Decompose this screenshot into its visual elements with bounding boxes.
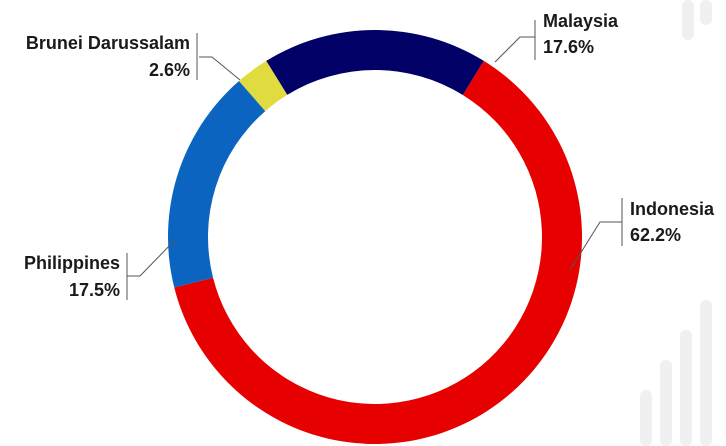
leader-line xyxy=(127,239,176,277)
slice-value: 62.2% xyxy=(630,225,681,245)
slice-value: 17.5% xyxy=(69,280,120,300)
donut-segment xyxy=(239,60,288,112)
slice-value: 2.6% xyxy=(149,60,190,80)
leader-line xyxy=(199,56,241,81)
donut-segment xyxy=(168,80,266,288)
leader-line xyxy=(494,36,535,63)
slice-label: Indonesia xyxy=(630,199,715,219)
slice-value: 17.6% xyxy=(543,37,594,57)
slice-label: Brunei Darussalam xyxy=(26,33,190,53)
leader-line xyxy=(569,221,622,271)
slice-label: Malaysia xyxy=(543,11,619,31)
slice-label: Philippines xyxy=(24,253,120,273)
decor xyxy=(640,0,712,446)
donut-segment xyxy=(266,29,484,95)
